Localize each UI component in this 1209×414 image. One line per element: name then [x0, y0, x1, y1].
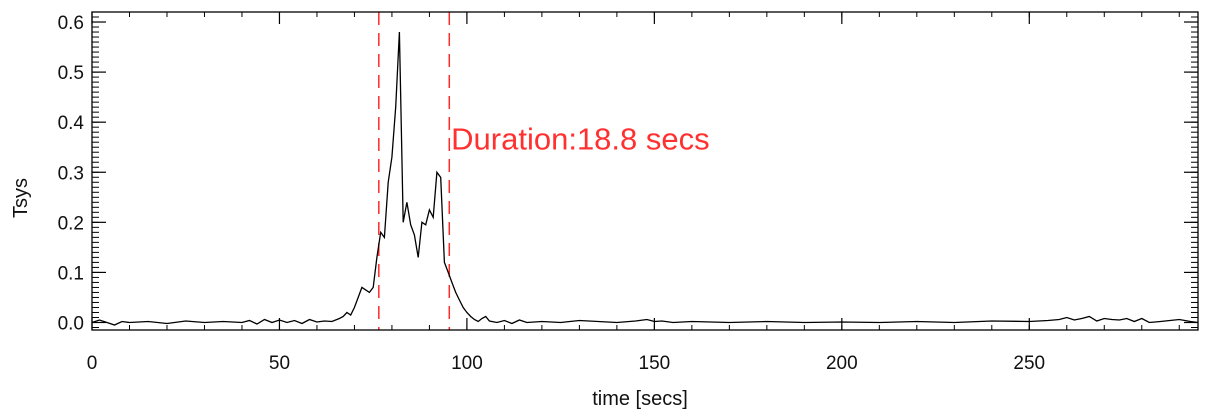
- x-tick-label: 50: [269, 353, 290, 374]
- y-tick-label: 0.0: [58, 313, 84, 334]
- duration-annotation: Duration:18.8 secs: [451, 122, 709, 157]
- y-tick-labels: 0.0 0.1 0.2 0.3 0.4 0.5 0.6: [58, 13, 85, 334]
- y-tick-label: 0.1: [58, 263, 84, 284]
- y-axis-label: Tsys: [10, 178, 32, 218]
- tsys-series-line: [91, 31, 1199, 326]
- x-major-ticks: [91, 12, 1030, 330]
- plot-frame: [91, 11, 1199, 331]
- x-minor-ticks: [91, 12, 1180, 330]
- y-tick-label: 0.4: [58, 113, 85, 134]
- x-tick-label: 150: [639, 353, 671, 374]
- duration-marker-lines: [378, 12, 451, 330]
- x-tick-label: 200: [826, 353, 858, 374]
- y-tick-label: 0.2: [58, 213, 84, 234]
- y-major-ticks: [92, 21, 1198, 324]
- x-tick-labels: 0 50 100 150 200 250: [87, 353, 1045, 374]
- x-axis-label: time [secs]: [592, 388, 688, 410]
- x-tick-label: 250: [1013, 353, 1045, 374]
- y-minor-ticks: [92, 11, 1198, 328]
- y-tick-label: 0.3: [58, 163, 84, 184]
- y-tick-label: 0.5: [58, 63, 84, 84]
- x-tick-label: 100: [451, 353, 483, 374]
- y-tick-label: 0.6: [58, 13, 84, 34]
- x-tick-label: 0: [87, 353, 98, 374]
